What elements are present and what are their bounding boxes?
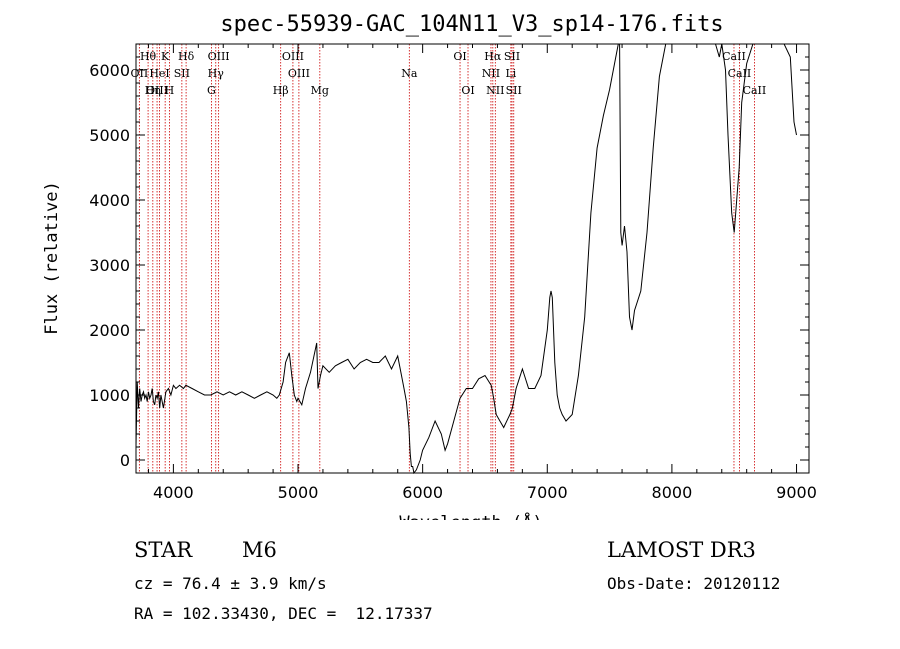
y-tick-label: 3000 xyxy=(89,256,130,275)
x-tick-label: 7000 xyxy=(527,483,568,502)
line-label: Hα xyxy=(484,50,502,63)
y-axis-label: Flux (relative) xyxy=(42,181,62,335)
line-label: H xyxy=(165,84,175,97)
line-label: SII xyxy=(504,50,520,63)
line-label: CaII xyxy=(722,50,746,63)
spectrum-chart: spec-55939-GAC_104N11_V3_sp14-176.fits H… xyxy=(42,12,817,520)
y-tick-label: 5000 xyxy=(89,126,130,145)
line-label: G xyxy=(207,84,216,97)
line-label: Mg xyxy=(311,84,329,97)
line-label: CaII xyxy=(728,67,752,80)
y-axis: 0 1000 2000 3000 4000 5000 6000 xyxy=(89,43,809,470)
object-class: STAR xyxy=(134,538,193,562)
x-axis-label: Wavelength (Å) xyxy=(399,511,542,520)
line-label: OIII xyxy=(146,84,168,97)
line-label: OIII xyxy=(208,50,230,63)
line-label: OI xyxy=(453,50,466,63)
line-label: Na xyxy=(401,67,418,80)
line-label: OI xyxy=(461,84,474,97)
line-label: CaII xyxy=(743,84,767,97)
line-label: Hθ xyxy=(140,50,157,63)
line-label: K xyxy=(161,50,170,63)
x-tick-label: 8000 xyxy=(652,483,693,502)
y-tick-label: 2000 xyxy=(89,321,130,340)
line-label: OII xyxy=(131,67,149,80)
x-tick-label: 6000 xyxy=(402,483,443,502)
y-tick-label: 6000 xyxy=(89,61,130,80)
x-tick-label: 4000 xyxy=(153,483,194,502)
observation-date: Obs-Date: 20120112 xyxy=(607,574,781,593)
line-label: OIII xyxy=(288,67,310,80)
line-label: SII xyxy=(506,84,522,97)
plot-frame xyxy=(135,43,810,474)
x-axis: 4000 5000 6000 7000 8000 9000 xyxy=(147,44,817,502)
spectrum-line xyxy=(135,43,797,475)
y-tick-label: 0 xyxy=(120,451,130,470)
line-label: NII xyxy=(482,67,500,80)
line-label: Hγ xyxy=(208,67,225,80)
line-label: Hδ xyxy=(178,50,195,63)
y-tick-label: 4000 xyxy=(89,191,130,210)
x-tick-label: 5000 xyxy=(278,483,319,502)
line-label: HeI xyxy=(149,67,169,80)
line-label: Hη xyxy=(145,84,161,97)
coordinates: RA = 102.33430, DEC = 12.17337 xyxy=(134,604,433,623)
line-label: Hβ xyxy=(273,84,289,97)
line-label: SII xyxy=(174,67,190,80)
y-tick-label: 1000 xyxy=(89,386,130,405)
line-label: Li xyxy=(505,67,516,80)
line-label: NII xyxy=(486,84,504,97)
chart-title: spec-55939-GAC_104N11_V3_sp14-176.fits xyxy=(220,12,723,37)
object-subclass: M6 xyxy=(242,538,277,562)
survey-name: LAMOST DR3 xyxy=(607,538,756,562)
spectral-line-markers xyxy=(138,44,755,473)
redshift-cz: cz = 76.4 ± 3.9 km/s xyxy=(134,574,327,593)
x-tick-label: 9000 xyxy=(776,483,817,502)
line-label: OIII xyxy=(282,50,304,63)
